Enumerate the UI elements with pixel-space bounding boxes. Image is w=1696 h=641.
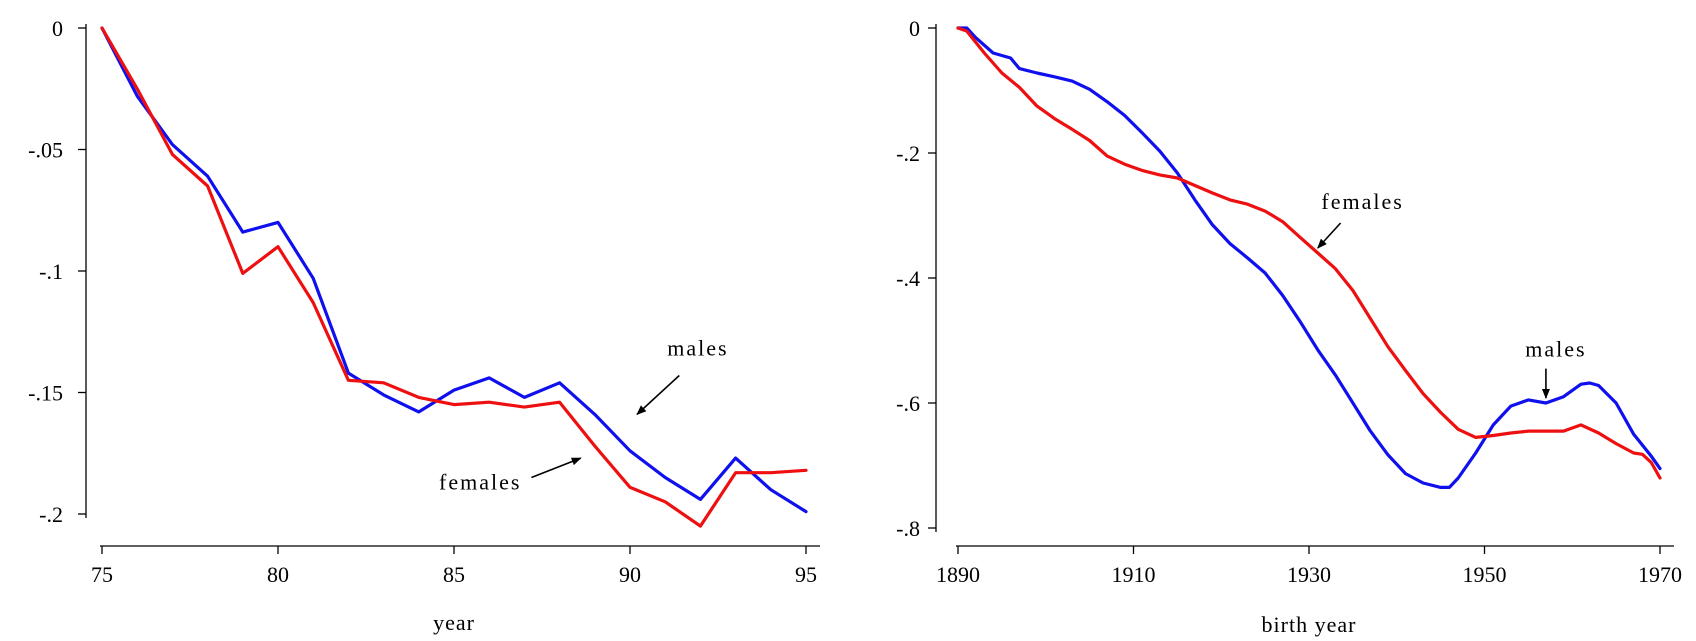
x-tick-label: 1910 [1112, 562, 1156, 587]
series-line-males [100, 26, 808, 514]
y-tick-label: -.4 [896, 266, 920, 291]
chart-panel-right: 0 -.2 -.4 -.6 -.8 1890 1910 1930 1950 1970 birth y… [896, 16, 1682, 637]
annotation-arrow [1317, 222, 1342, 249]
annotation-label-males: males [1525, 337, 1586, 362]
y-tick-label: -.6 [896, 391, 920, 416]
y-tick-label: -.1 [39, 259, 63, 284]
x-tick-label: 1890 [936, 562, 980, 587]
y-tick-label: -.2 [896, 141, 920, 166]
chart-panel-left: 0 -.05 -.1 -.15 -.2 75 80 85 90 95 year males female… [28, 16, 820, 635]
x-tick-label: 1930 [1287, 562, 1331, 587]
x-tick-label: 1970 [1638, 562, 1682, 587]
annotation-label-females: females [439, 470, 521, 495]
y-tick-label: 0 [909, 16, 920, 41]
y-tick-label: -.15 [28, 381, 63, 406]
x-tick-label: 80 [267, 562, 289, 587]
x-tick-label: 1950 [1463, 562, 1507, 587]
series-line-females [956, 26, 1662, 480]
y-tick-label: 0 [52, 16, 63, 41]
annotation-label-females: females [1321, 189, 1403, 214]
annotation-label-males: males [667, 335, 728, 360]
annotation-arrow [636, 374, 680, 416]
y-tick-label: -.05 [28, 138, 63, 163]
x-tick-label: 85 [443, 562, 465, 587]
series-line-males [956, 26, 1662, 489]
y-tick-label: -.8 [896, 516, 920, 541]
x-axis-title: year [433, 610, 475, 635]
x-axis-title: birth year [1262, 612, 1357, 637]
x-tick-label: 90 [619, 562, 641, 587]
annotation-arrow [531, 457, 582, 479]
x-tick-label: 95 [795, 562, 817, 587]
series-line-females [100, 26, 808, 528]
y-tick-label: -.2 [39, 502, 63, 527]
x-tick-label: 75 [91, 562, 113, 587]
